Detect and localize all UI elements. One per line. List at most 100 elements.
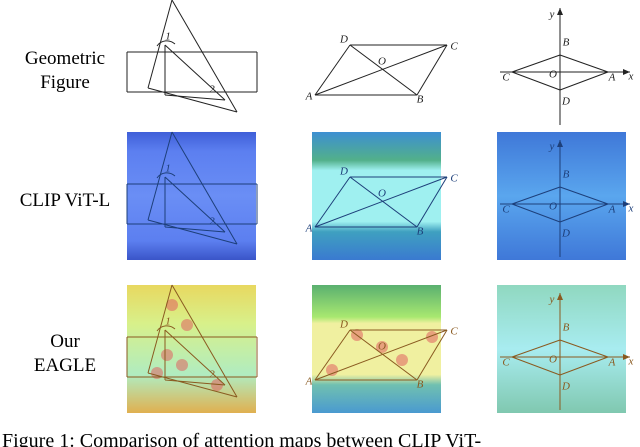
figure-line	[559, 339, 609, 358]
figure-line	[164, 94, 226, 101]
panel: y x B O C A D	[497, 132, 634, 260]
figure-line	[164, 176, 226, 233]
caption: Figure 1: Comparison of attention maps b…	[2, 430, 481, 447]
figure-line	[171, 284, 238, 398]
figure-label: A	[608, 72, 616, 84]
figure-line	[511, 339, 561, 358]
figure-label: C	[450, 173, 458, 185]
row-label: CLIP ViT-L	[20, 190, 111, 211]
figure-line	[416, 176, 448, 228]
panel: 12	[126, 0, 258, 113]
figure-label: 1	[165, 163, 171, 175]
attention-spot	[396, 354, 408, 366]
figure-line	[164, 44, 226, 101]
figure-label: O	[549, 69, 557, 81]
figure-line	[147, 87, 238, 113]
heatmap	[312, 132, 441, 260]
panel: 12	[126, 284, 258, 413]
figure-line	[164, 226, 226, 233]
figure-line	[171, 0, 238, 113]
row-label: Our	[50, 331, 80, 352]
attention-spot	[176, 359, 188, 371]
figure-label: B	[417, 226, 424, 238]
figure-label: D	[339, 319, 348, 331]
figure-label: 2	[209, 369, 215, 381]
figure-line	[164, 329, 226, 386]
axis-arrow	[557, 8, 563, 15]
heatmap	[497, 285, 626, 413]
figure-line	[171, 131, 238, 245]
figure-label: x	[628, 71, 634, 83]
row-label: Geometric	[25, 48, 105, 69]
figure-label: A	[305, 223, 313, 235]
figure-line	[416, 44, 448, 96]
attention-spot	[376, 341, 388, 353]
figure-label: y	[549, 141, 555, 153]
panel: D C O A B	[305, 285, 458, 413]
figure-label: 1	[165, 31, 171, 43]
figure-line	[559, 356, 609, 376]
figure-label: 2	[209, 216, 215, 228]
figure-line	[559, 186, 609, 205]
figure-line	[314, 44, 351, 96]
figure-label: B	[417, 379, 424, 391]
figure-line	[349, 44, 418, 96]
figure-label: B	[563, 37, 570, 49]
figure-label: C	[502, 357, 510, 369]
axis-arrow	[557, 140, 563, 147]
attention-spot	[426, 331, 438, 343]
figure-label: B	[563, 169, 570, 181]
figure-label: y	[549, 294, 555, 306]
figure-label: D	[561, 96, 570, 108]
axis-arrow	[623, 201, 630, 207]
figure-line	[314, 176, 448, 228]
figure-label: x	[628, 203, 634, 215]
figure-line	[164, 379, 226, 386]
figure-label: D	[561, 381, 570, 393]
row-label: EAGLE	[34, 355, 96, 376]
figure-label: O	[378, 188, 386, 200]
figure-label: y	[549, 9, 555, 21]
figure-label: O	[549, 201, 557, 213]
figure-label: 1	[165, 316, 171, 328]
heatmap	[497, 132, 626, 260]
figure-label: C	[502, 72, 510, 84]
figure-line	[349, 329, 418, 381]
figure-line	[416, 329, 448, 381]
panel: D C O A B	[305, 132, 458, 260]
figure-label: C	[450, 41, 458, 53]
figure-label: A	[305, 91, 313, 103]
figure-line	[511, 71, 561, 91]
heatmap	[127, 132, 256, 260]
figure-line	[511, 356, 561, 376]
attention-spot	[326, 364, 338, 376]
figure-line	[147, 219, 238, 245]
figure-label: x	[628, 356, 634, 368]
attention-spot	[161, 349, 173, 361]
figure-line	[511, 54, 561, 73]
figure-label: A	[608, 357, 616, 369]
figure-label: C	[450, 326, 458, 338]
figure-line	[349, 176, 418, 228]
figure-label: O	[378, 56, 386, 68]
figure-label: D	[561, 228, 570, 240]
figure-line	[147, 131, 173, 221]
attention-spot	[181, 319, 193, 331]
angle-mark	[156, 325, 176, 332]
panel: y x B O C A D	[500, 8, 634, 125]
attention-spot	[211, 379, 223, 391]
figure-line	[559, 203, 609, 223]
figure-label: 2	[209, 84, 215, 96]
heatmap	[127, 285, 256, 413]
figure-label: A	[305, 376, 313, 388]
figure-line	[314, 176, 351, 228]
angle-mark	[156, 172, 176, 179]
figure-label: B	[417, 94, 424, 106]
attention-spot	[166, 299, 178, 311]
figure-line	[147, 284, 173, 374]
angle-mark	[156, 40, 176, 47]
figure-line	[559, 54, 609, 73]
figure-label: O	[378, 341, 386, 353]
figure-line	[147, 0, 173, 89]
